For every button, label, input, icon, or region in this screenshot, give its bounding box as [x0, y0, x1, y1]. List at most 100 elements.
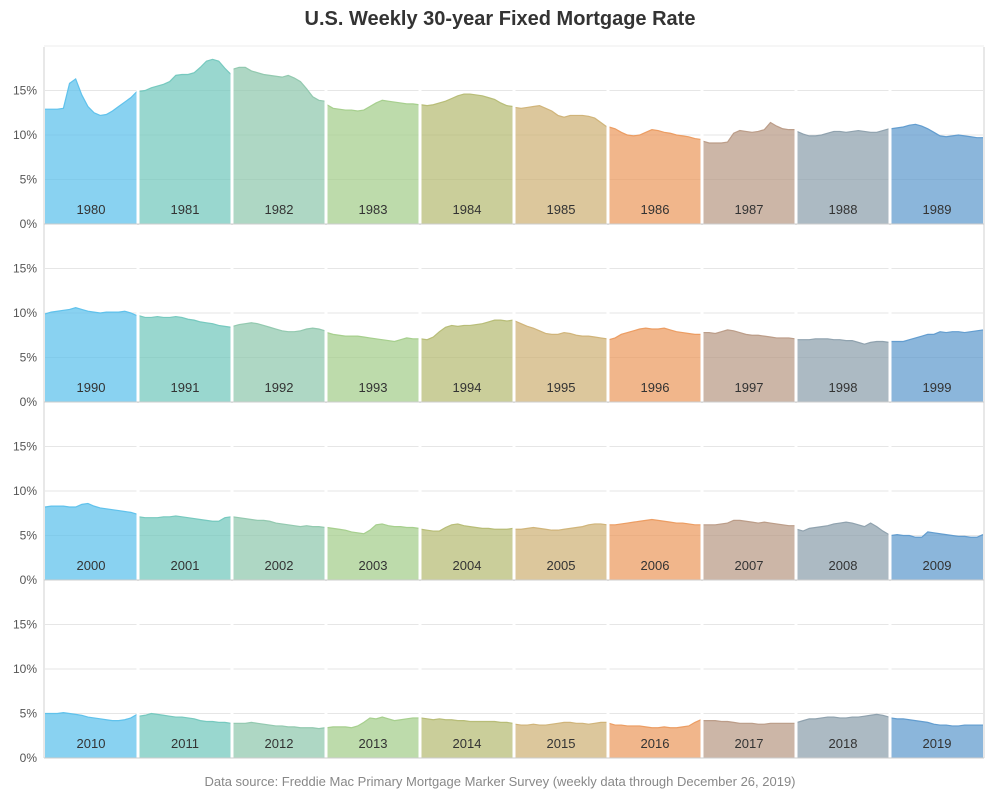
area-fill — [139, 515, 231, 580]
year-panel: 2015 — [514, 721, 607, 758]
year-panel: 1991 — [138, 315, 232, 402]
year-panel: 1989 — [890, 123, 983, 224]
y-tick-label: 15% — [13, 440, 37, 454]
area-line — [890, 531, 984, 538]
year-label: 1986 — [641, 202, 670, 217]
area-fill — [233, 322, 325, 402]
year-label: 1998 — [829, 380, 858, 395]
area-line — [608, 719, 702, 729]
area-fill — [327, 332, 419, 402]
year-label: 2000 — [77, 558, 106, 573]
area-line — [138, 515, 232, 522]
area-fill — [703, 520, 795, 580]
year-label: 2006 — [641, 558, 670, 573]
area-fill — [45, 307, 137, 402]
area-fill — [233, 67, 325, 224]
year-panel: 1988 — [796, 128, 890, 224]
area-fill — [797, 522, 889, 580]
year-label: 2001 — [171, 558, 200, 573]
year-panel: 2011 — [138, 712, 232, 758]
y-tick-label: 5% — [20, 173, 38, 187]
area-line — [514, 721, 607, 726]
area-fill — [139, 713, 231, 758]
area-fill — [515, 321, 607, 402]
y-tick-label: 5% — [20, 707, 38, 721]
y-tick-label: 0% — [20, 395, 38, 409]
y-tick-label: 10% — [13, 662, 37, 676]
year-panel: 2014 — [420, 717, 514, 758]
area-line — [891, 329, 984, 343]
area-line — [420, 523, 514, 532]
year-panel: 1998 — [797, 338, 890, 402]
area-line — [138, 315, 232, 328]
y-tick-label: 0% — [20, 751, 38, 765]
area-line — [514, 105, 608, 128]
year-label: 1992 — [265, 380, 294, 395]
year-label: 1994 — [453, 380, 482, 395]
year-panel: 1981 — [138, 58, 232, 224]
area-fill — [421, 523, 513, 580]
year-label: 2007 — [735, 558, 764, 573]
area-fill — [703, 720, 795, 758]
year-label: 2012 — [265, 736, 294, 751]
year-panel: 1987 — [702, 121, 795, 224]
year-panel: 2016 — [608, 719, 702, 758]
y-tick-label: 0% — [20, 573, 38, 587]
area-line — [796, 128, 890, 137]
year-label: 1987 — [735, 202, 764, 217]
area-fill — [891, 329, 983, 402]
year-panel: 2017 — [703, 720, 795, 758]
area-line — [890, 123, 983, 139]
year-label: 2011 — [171, 736, 199, 751]
year-label: 2009 — [923, 558, 952, 573]
year-panel: 2004 — [420, 523, 514, 580]
area-fill — [891, 717, 983, 758]
year-label: 2018 — [829, 736, 858, 751]
year-panel: 1984 — [420, 93, 514, 224]
year-label: 1993 — [359, 380, 388, 395]
year-panel: 1986 — [608, 126, 702, 224]
year-label: 2019 — [923, 736, 952, 751]
area-line — [702, 121, 795, 144]
year-panel: 1980 — [45, 77, 138, 225]
year-label: 2016 — [641, 736, 670, 751]
area-line — [420, 717, 514, 724]
area-fill — [139, 315, 231, 402]
area-fill — [609, 328, 701, 402]
area-line — [703, 329, 796, 340]
year-label: 1990 — [77, 380, 106, 395]
y-tick-label: 5% — [20, 351, 38, 365]
area-fill — [797, 128, 889, 224]
year-label: 1985 — [547, 202, 576, 217]
area-fill — [515, 105, 607, 224]
year-label: 1988 — [829, 202, 858, 217]
area-fill — [797, 714, 889, 758]
year-panel: 2009 — [890, 531, 984, 580]
year-label: 2013 — [359, 736, 388, 751]
year-label: 1983 — [359, 202, 388, 217]
area-fill — [703, 329, 795, 402]
area-line — [703, 720, 795, 725]
year-label: 1997 — [735, 380, 764, 395]
year-label: 2017 — [735, 736, 764, 751]
year-panel: 1983 — [326, 99, 420, 224]
area-fill — [421, 717, 513, 758]
year-label: 2003 — [359, 558, 388, 573]
year-label: 1984 — [453, 202, 482, 217]
area-fill — [609, 126, 701, 224]
year-label: 1982 — [265, 202, 294, 217]
year-panel: 1999 — [891, 329, 984, 402]
area-line — [608, 327, 701, 341]
year-panel: 2003 — [326, 523, 420, 580]
year-label: 1991 — [171, 380, 200, 395]
area-fill — [797, 338, 889, 402]
year-label: 1999 — [923, 380, 952, 395]
area-fill — [891, 124, 983, 224]
area-fill — [703, 122, 795, 224]
area-fill — [327, 523, 419, 580]
area-line — [138, 58, 232, 92]
area-line — [232, 322, 326, 333]
area-line — [326, 99, 420, 112]
area-fill — [515, 722, 607, 758]
